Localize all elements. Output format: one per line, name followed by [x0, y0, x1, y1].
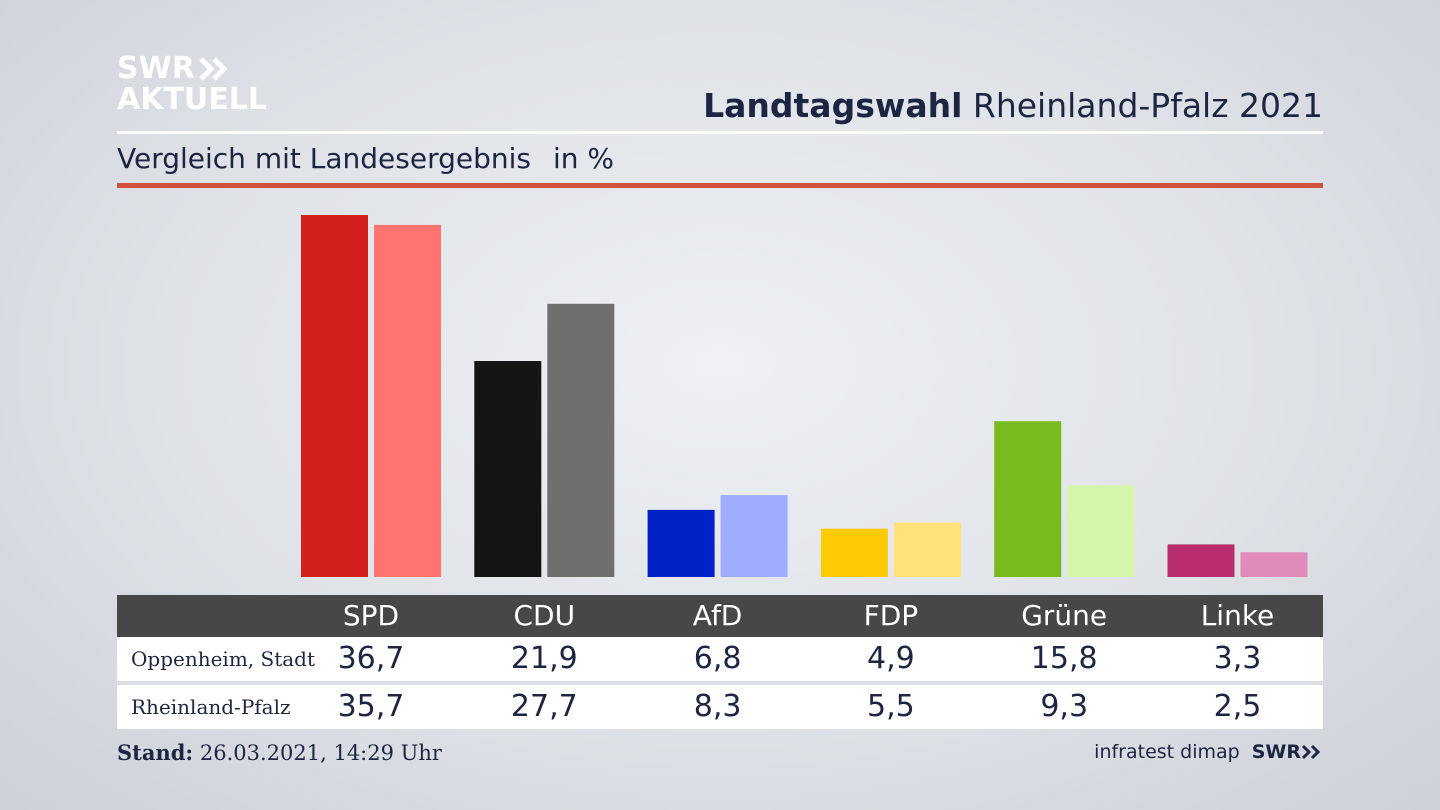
accent-rule — [117, 183, 1323, 188]
stand-value: 26.03.2021, 14:29 Uhr — [199, 741, 442, 765]
value-fdp-state: 5,5 — [867, 689, 915, 724]
bar-fdp-local — [820, 528, 888, 577]
value-afd-local: 6,8 — [693, 641, 742, 676]
value-cdu-state: 27,7 — [510, 689, 578, 724]
footer-brand-text: SWR — [1251, 741, 1301, 763]
subtitle-unit: in % — [552, 142, 615, 175]
bar-afd-local — [647, 509, 715, 577]
row-label-local: Oppenheim, Stadt — [131, 647, 316, 671]
column-header-cdu: CDU — [513, 599, 576, 632]
stand-label: Stand: — [117, 740, 194, 765]
column-header-grüne: Grüne — [1021, 599, 1108, 632]
value-linke-local: 3,3 — [1213, 641, 1262, 676]
results-table: SPD CDU AfD FDP Grüne Linke Oppenheim, Stadt … — [117, 595, 1323, 729]
source-text: infratest dimap — [1094, 741, 1240, 763]
table-header: SPD CDU AfD FDP Grüne Linke — [117, 595, 1323, 637]
title-bold: Landtagswahl — [703, 86, 963, 125]
bar-cdu-local — [474, 361, 542, 577]
row-divider — [117, 681, 1323, 685]
page-title: Landtagswahl Rheinland-Pfalz 2021 — [703, 86, 1323, 125]
column-header-spd: SPD — [342, 599, 400, 632]
footer-brand: SWR — [1252, 741, 1323, 763]
bar-linke-state — [1240, 552, 1308, 577]
value-cdu-local: 21,9 — [510, 641, 578, 676]
logo-line1: SWR — [117, 51, 195, 86]
bar-chart — [301, 215, 1308, 577]
title-rest: Rheinland-Pfalz 2021 — [972, 86, 1323, 125]
column-header-afd: AfD — [692, 599, 743, 632]
table-row-local: Oppenheim, Stadt 36,7 21,9 6,8 4,9 15,8 3,3 — [117, 637, 1323, 681]
value-grüne-state: 9,3 — [1040, 689, 1089, 724]
value-grüne-local: 15,8 — [1030, 641, 1098, 676]
chart-subtitle: Vergleich mit Landesergebnis in % — [117, 142, 614, 175]
chevron-right-double-icon — [1301, 744, 1321, 760]
header-divider — [117, 131, 1323, 134]
subtitle-text: Vergleich mit Landesergebnis — [117, 142, 531, 175]
swr-aktuell-logo: SWR AKTUELL — [117, 54, 267, 116]
value-linke-state: 2,5 — [1213, 689, 1262, 724]
bar-spd-state — [374, 224, 441, 577]
bar-grüne-state — [1067, 485, 1135, 577]
bar-grüne-local — [994, 421, 1062, 577]
bar-spd-local — [301, 215, 368, 577]
value-fdp-local: 4,9 — [867, 641, 915, 676]
bar-linke-local — [1167, 544, 1235, 577]
value-spd-local: 36,7 — [337, 641, 405, 676]
table-row-state: Rheinland-Pfalz 35,7 27,7 8,3 5,5 9,3 2,5 — [117, 685, 1323, 729]
row-label-state: Rheinland-Pfalz — [131, 695, 291, 719]
chevron-right-double-icon — [199, 57, 228, 81]
bar-fdp-state — [893, 522, 961, 577]
timestamp: Stand: 26.03.2021, 14:29 Uhr — [117, 740, 442, 765]
bar-cdu-state — [547, 303, 615, 577]
column-header-fdp: FDP — [863, 599, 919, 632]
logo-line2: AKTUELL — [117, 82, 268, 117]
value-afd-state: 8,3 — [693, 689, 742, 724]
column-header-linke: Linke — [1200, 599, 1275, 632]
source-credit: infratest dimap SWR — [1094, 741, 1323, 763]
value-spd-state: 35,7 — [337, 689, 405, 724]
bar-afd-state — [720, 495, 788, 577]
